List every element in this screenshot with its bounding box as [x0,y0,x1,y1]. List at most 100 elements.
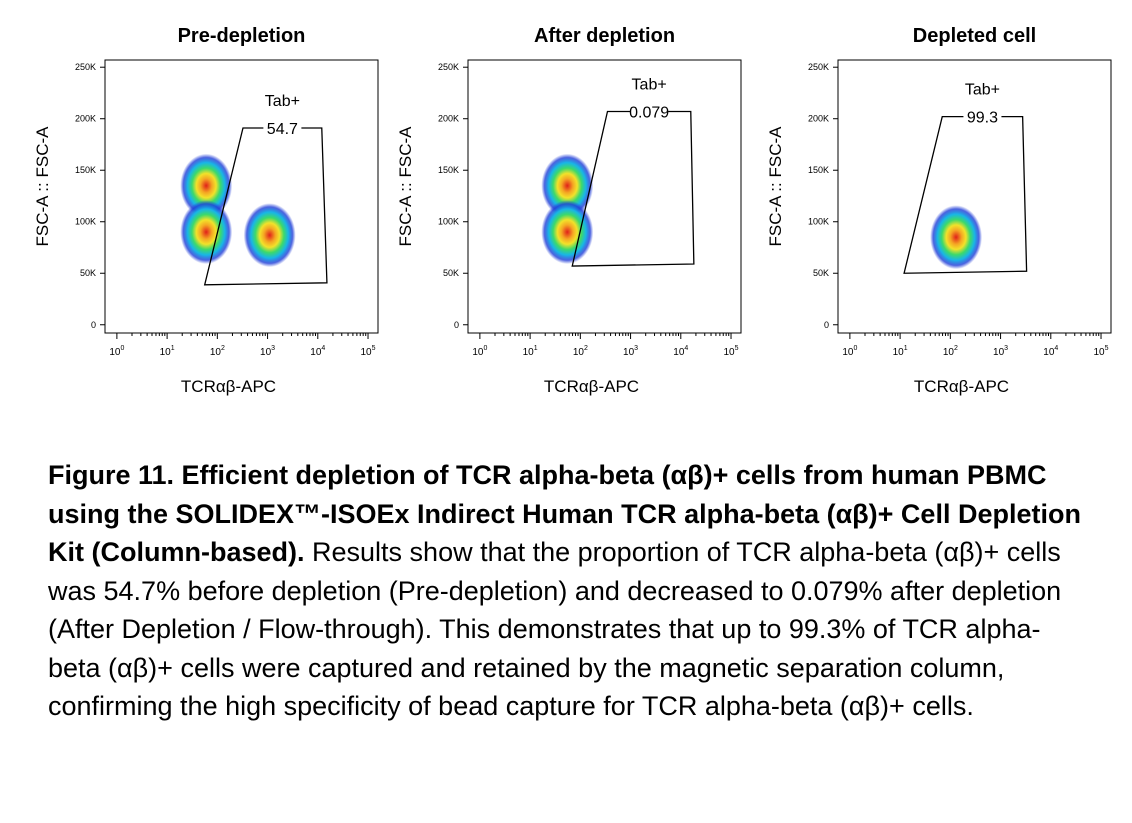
x-tick-label: 103 [260,345,275,358]
density-cloud [930,205,983,270]
y-tick-label: 200K [75,114,96,124]
y-tick-label: 200K [438,114,459,124]
y-axis-label: FSC-A :: FSC-A [33,126,52,247]
x-tick-base: 10 [260,347,272,358]
x-tick-label: 100 [109,345,124,358]
density-cloud [180,200,233,265]
y-tick-label: 250K [808,62,829,72]
density-cloud [541,200,594,265]
x-tick-base: 10 [523,347,535,358]
x-tick-base: 10 [573,347,585,358]
x-tick-base: 10 [109,347,121,358]
y-tick-label: 0 [824,320,829,330]
panel-title: After depletion [534,25,675,47]
x-tick-base: 10 [893,347,905,358]
gate-label-bg [963,106,1002,127]
gate-name: Tab+ [965,82,1000,99]
y-tick-label: 0 [454,320,459,330]
panel-title: Depleted cell [913,25,1036,47]
x-tick-label: 103 [623,345,638,358]
gate-name: Tab+ [265,93,300,110]
y-tick-label: 50K [80,268,96,278]
y-tick-label: 200K [808,114,829,124]
x-tick-exponent: 4 [1054,345,1058,352]
x-tick-exponent: 3 [271,345,275,352]
y-tick-label: 50K [443,268,459,278]
plot-frame [837,59,1112,334]
x-tick-base: 10 [993,347,1005,358]
plot-frame [467,59,742,334]
x-tick-exponent: 5 [735,345,739,352]
panel-title: Pre-depletion [178,25,306,47]
density-cloud [541,153,594,218]
x-tick-exponent: 0 [483,345,487,352]
x-tick-label: 105 [1094,345,1109,358]
y-tick-label: 150K [438,165,459,175]
gate-name: Tab+ [632,77,667,94]
x-tick-exponent: 5 [372,345,376,352]
x-tick-exponent: 2 [221,345,225,352]
gate-label-bg [630,101,669,122]
x-axis-label: TCRαβ-APC [181,377,276,396]
x-tick-base: 10 [673,347,685,358]
x-tick-base: 10 [1094,347,1106,358]
y-tick-label: 50K [813,268,829,278]
x-tick-base: 10 [623,347,635,358]
x-tick-base: 10 [361,347,373,358]
y-axis-label: FSC-A :: FSC-A [396,126,415,247]
x-tick-label: 104 [310,345,325,358]
x-tick-base: 10 [943,347,955,358]
x-tick-base: 10 [724,347,736,358]
x-tick-exponent: 1 [534,345,538,352]
plot-frame [104,59,379,334]
x-tick-exponent: 5 [1105,345,1109,352]
x-tick-base: 10 [160,347,172,358]
x-tick-label: 100 [472,345,487,358]
x-tick-exponent: 1 [904,345,908,352]
y-tick-label: 0 [91,320,96,330]
y-tick-label: 250K [75,62,96,72]
x-tick-exponent: 2 [584,345,588,352]
x-tick-exponent: 3 [1004,345,1008,352]
y-tick-label: 100K [808,217,829,227]
y-tick-label: 250K [438,62,459,72]
x-tick-label: 100 [842,345,857,358]
density-cloud [243,203,296,268]
gate-label-bg [263,117,302,138]
x-tick-exponent: 2 [954,345,958,352]
x-tick-label: 102 [573,345,588,358]
x-tick-label: 104 [673,345,688,358]
x-tick-exponent: 1 [171,345,175,352]
x-tick-exponent: 4 [321,345,325,352]
x-tick-label: 101 [523,345,538,358]
gate-value: 0.079 [629,105,669,122]
x-axis-label: TCRαβ-APC [914,377,1009,396]
x-tick-exponent: 3 [634,345,638,352]
x-tick-label: 103 [993,345,1008,358]
y-tick-label: 150K [808,165,829,175]
gate-value: 99.3 [967,110,998,127]
x-axis-label: TCRαβ-APC [544,377,639,396]
y-tick-label: 150K [75,165,96,175]
x-tick-label: 102 [210,345,225,358]
caption-text: Results show that the proportion of TCR … [48,537,1062,721]
caption: Figure 11. Efficient depletion of TCR al… [48,456,1088,726]
x-tick-base: 10 [210,347,222,358]
density-cloud [180,153,233,218]
x-tick-label: 105 [724,345,739,358]
caption-label: Figure 11. Efficient depletion of TCR al… [48,460,1081,567]
x-tick-label: 105 [361,345,376,358]
x-tick-base: 10 [472,347,484,358]
gate-value: 54.7 [267,121,298,138]
x-tick-label: 102 [943,345,958,358]
y-tick-label: 100K [75,217,96,227]
x-tick-exponent: 0 [853,345,857,352]
y-axis-label: FSC-A :: FSC-A [766,126,785,247]
y-tick-label: 100K [438,217,459,227]
x-tick-exponent: 4 [684,345,688,352]
